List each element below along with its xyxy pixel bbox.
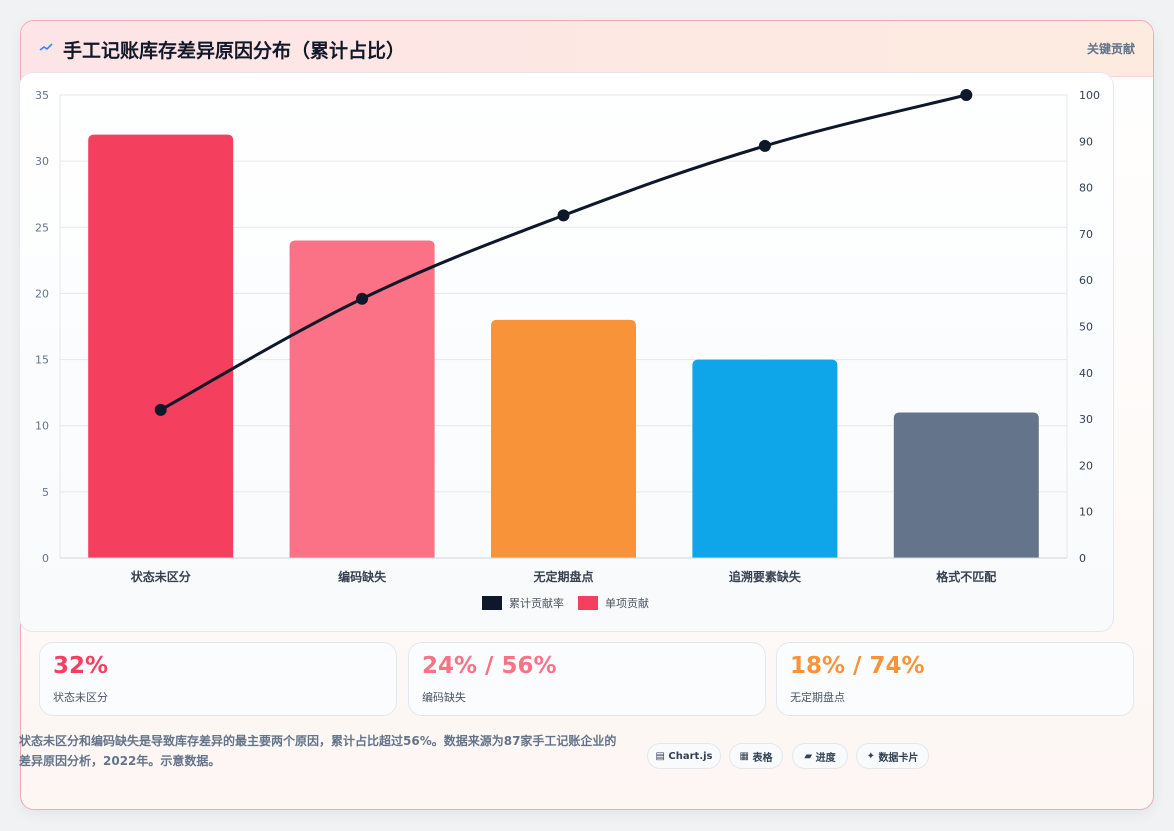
x-tick-label: 无定期盘点 <box>532 569 593 584</box>
y-left-tick-label: 30 <box>35 155 49 168</box>
x-tick-label: 编码缺失 <box>337 569 387 584</box>
cumulative-point <box>758 139 771 152</box>
y-right-tick-label: 20 <box>1079 459 1093 472</box>
cumulative-point <box>557 209 570 222</box>
footer-note: 状态未区分和编码缺失是导致库存差异的最主要两个原因，累计占比超过56%。数据来源… <box>19 734 617 768</box>
x-tick-label: 格式不匹配 <box>936 569 996 584</box>
x-tick-label: 状态未区分 <box>131 569 191 584</box>
y-right-tick-label: 80 <box>1079 182 1093 195</box>
cumulative-point <box>960 89 973 101</box>
chart-panel: 0 5 10 15 20 25 30 35 0 10 20 30 40 50 60 70 80 90 100 状态未区… <box>19 72 1114 632</box>
y-right-tick-label: 100 <box>1079 89 1100 102</box>
y-right-tick-label: 60 <box>1079 274 1093 287</box>
stat-value: 32% <box>53 653 109 679</box>
y-right-tick-label: 30 <box>1079 413 1093 426</box>
stat-card-1: 32% 状态未区分 <box>39 642 397 716</box>
bar <box>692 359 838 558</box>
y-right-tick-label: 0 <box>1079 552 1086 565</box>
y-right-tick-label: 40 <box>1079 367 1093 380</box>
chip-label: Chart.js <box>668 750 713 762</box>
chip-table[interactable]: ▦ 表格 <box>729 743 783 769</box>
bar <box>893 412 1039 558</box>
chip-data-card[interactable]: ✦ 数据卡片 <box>856 743 929 769</box>
y-right-tick-label: 10 <box>1079 506 1093 519</box>
y-right-tick-label: 50 <box>1079 321 1093 334</box>
chip-chartjs[interactable]: ▤ Chart.js <box>647 743 721 769</box>
pareto-chart: 0 5 10 15 20 25 30 35 0 10 20 30 40 50 60 70 80 90 100 状态未区… <box>35 89 1100 610</box>
legend-swatch <box>482 596 502 610</box>
stat-label: 状态未区分 <box>53 691 108 704</box>
x-tick-label: 追溯要素缺失 <box>729 569 802 584</box>
stat-card-2: 24% / 56% 编码缺失 <box>408 642 766 716</box>
cumulative-point <box>154 403 167 416</box>
y-right-tick-label: 70 <box>1079 228 1093 241</box>
cumulative-point <box>356 292 369 305</box>
table-icon: ▦ <box>739 750 749 762</box>
y-right-tick-label: 90 <box>1079 135 1093 148</box>
y-left-tick-label: 20 <box>35 287 49 300</box>
y-left-tick-label: 10 <box>35 420 49 433</box>
bar <box>88 134 234 558</box>
y-left-tick-label: 0 <box>42 552 49 565</box>
chart-icon: ▤ <box>655 750 665 762</box>
trend-icon <box>39 43 53 51</box>
chip-progress[interactable]: ▰ 进度 <box>792 743 848 769</box>
chip-label: 数据卡片 <box>878 752 919 764</box>
bar <box>490 319 637 558</box>
stat-value: 24% / 56% <box>422 653 557 679</box>
stat-label: 编码缺失 <box>422 691 466 704</box>
legend-swatch <box>578 596 598 610</box>
sparkle-icon: ✦ <box>866 750 875 762</box>
legend-label: 累计贡献率 <box>509 596 564 610</box>
stat-label: 无定期盘点 <box>790 691 845 704</box>
page-title: 手工记账库存差异原因分布（累计占比） <box>63 40 406 62</box>
stat-value: 18% / 74% <box>790 653 925 679</box>
card-header: 手工记账库存差异原因分布（累计占比） 关键贡献 <box>21 21 1153 77</box>
key-contribution-link[interactable]: 关键贡献 <box>1086 42 1135 56</box>
legend-label: 单项贡献 <box>605 596 649 610</box>
chip-label: 表格 <box>752 752 773 764</box>
stat-card-3: 18% / 74% 无定期盘点 <box>776 642 1134 716</box>
y-left-tick-label: 15 <box>35 354 49 367</box>
bar <box>289 240 435 558</box>
progress-icon: ▰ <box>804 750 813 762</box>
y-left-tick-label: 25 <box>35 221 49 234</box>
chip-label: 进度 <box>815 752 836 764</box>
y-left-tick-label: 35 <box>35 89 49 102</box>
y-left-tick-label: 5 <box>42 486 49 499</box>
